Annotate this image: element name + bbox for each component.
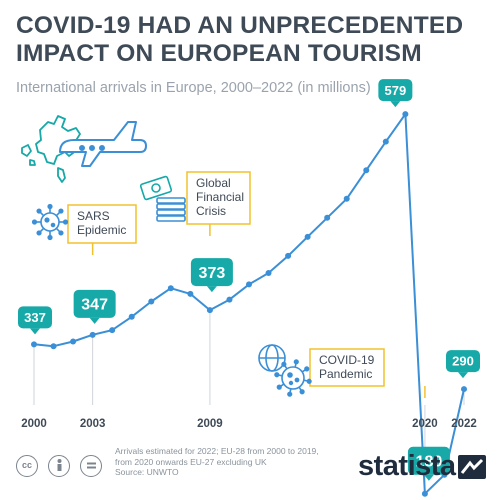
data-point xyxy=(50,343,57,350)
data-point xyxy=(421,490,428,497)
x-tick-label: 2009 xyxy=(197,418,223,430)
value-label-box xyxy=(378,79,413,102)
data-point xyxy=(31,341,37,348)
data-point xyxy=(206,307,213,314)
value-label-text: 290 xyxy=(452,354,474,369)
value-label-box xyxy=(446,350,480,373)
value-label-text: 373 xyxy=(199,265,226,282)
annotation-box xyxy=(186,171,251,225)
data-point xyxy=(128,313,135,320)
value-label-box xyxy=(18,306,52,329)
globe-virus-icon xyxy=(258,344,312,397)
annotation-text: SARS xyxy=(77,209,110,223)
value-label-pointer xyxy=(458,372,468,379)
data-point xyxy=(70,338,77,345)
annotation-text: Crisis xyxy=(196,204,226,218)
x-tick-label: 2003 xyxy=(80,418,106,430)
equal-icon xyxy=(80,455,102,477)
data-point xyxy=(265,269,272,276)
data-point xyxy=(304,233,311,240)
data-point xyxy=(89,331,96,338)
value-label-text: 579 xyxy=(385,83,407,98)
by-icon xyxy=(48,455,70,477)
footnote-line: Arrivals estimated for 2022; EU-28 from … xyxy=(115,446,319,456)
value-label-2020: 180 xyxy=(407,446,450,481)
x-tick-label: 2020 xyxy=(412,418,438,430)
annotation-text: Pandemic xyxy=(319,367,372,381)
value-label-2009: 373 xyxy=(190,258,233,293)
data-point xyxy=(285,252,292,259)
value-label-text: 347 xyxy=(81,297,108,314)
annotation-box xyxy=(67,204,137,244)
value-label-2022: 290 xyxy=(446,350,480,379)
x-tick-label: 2000 xyxy=(21,418,47,430)
data-point xyxy=(167,285,174,292)
data-point xyxy=(246,281,252,288)
value-label-pointer xyxy=(89,317,100,324)
value-label-2019: 579 xyxy=(378,79,413,108)
footnote-line: from 2020 onwards EU-27 excluding UK xyxy=(115,456,267,467)
airplane-icon xyxy=(59,121,147,167)
data-point xyxy=(343,195,350,202)
value-label-text: 337 xyxy=(24,310,46,325)
footnote: Arrivals estimated for 2022; EU-28 from … xyxy=(115,446,335,478)
value-label-text: 180 xyxy=(416,453,443,470)
statista-logo-icon xyxy=(458,455,486,479)
value-label-pointer xyxy=(423,474,434,481)
money-stack-icon xyxy=(139,175,186,222)
value-label-box xyxy=(407,446,450,475)
annotation-text: Financial xyxy=(196,190,244,204)
value-label-2000: 337 xyxy=(18,306,52,335)
annotation-box xyxy=(309,348,385,387)
brand-logo: statista xyxy=(358,450,456,482)
value-label-pointer xyxy=(390,101,401,108)
chart-subtitle: International arrivals in Europe, 2000–2… xyxy=(16,80,371,96)
virus-icon xyxy=(31,203,69,241)
data-point xyxy=(148,298,155,305)
cc-icon: cc xyxy=(16,455,38,477)
value-label-pointer xyxy=(206,286,217,293)
value-label-box xyxy=(73,289,116,318)
annotation-text: Epidemic xyxy=(77,223,126,237)
data-point xyxy=(461,386,467,393)
annotation-text: COVID-19 xyxy=(319,353,375,367)
data-point xyxy=(382,138,389,145)
value-label-box xyxy=(190,258,233,287)
data-point xyxy=(363,167,370,174)
chart-title: COVID-19 HAD AN UNPRECEDENTED IMPACT ON … xyxy=(16,12,464,67)
data-point xyxy=(226,296,233,303)
data-point xyxy=(109,327,116,334)
data-point xyxy=(324,214,331,221)
data-point xyxy=(402,111,409,118)
x-tick-label: 2022 xyxy=(451,418,477,430)
annotation-text: Global xyxy=(196,176,231,190)
value-label-2003: 347 xyxy=(73,289,116,324)
footnote-source: Source: UNWTO xyxy=(115,467,179,477)
data-point xyxy=(187,290,194,297)
value-label-pointer xyxy=(30,328,40,335)
